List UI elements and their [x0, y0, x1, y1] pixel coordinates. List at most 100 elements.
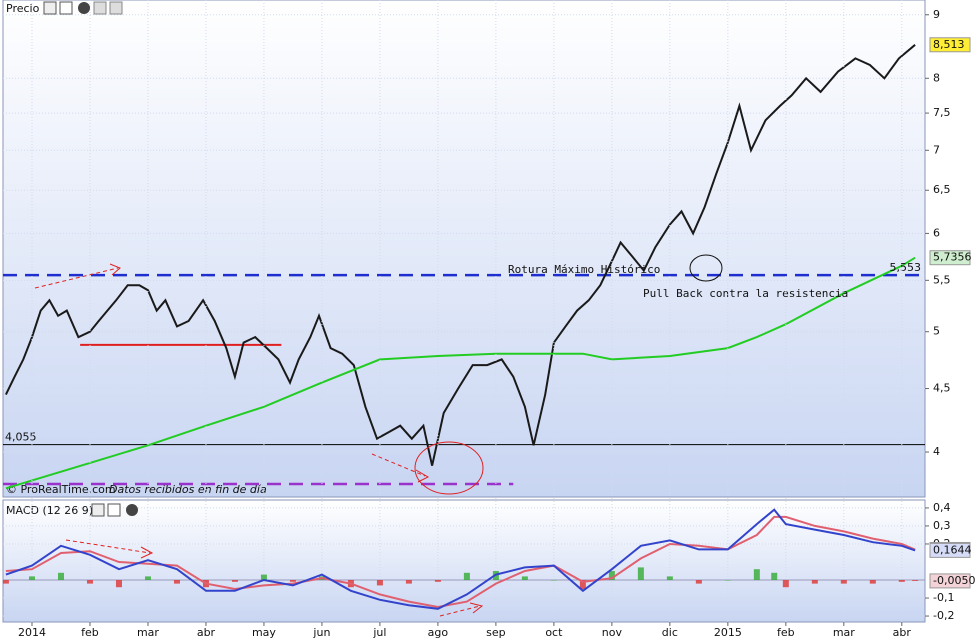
x-tick-label: abr [197, 626, 216, 639]
histogram-bar [811, 580, 818, 584]
histogram-bar [2, 580, 9, 584]
histogram-bar [28, 576, 35, 581]
icon[interactable] [109, 1, 123, 15]
histogram-bar [898, 580, 905, 582]
arrow [34, 267, 119, 289]
source: © ProRealTime.com [6, 483, 116, 496]
arrow-head [469, 602, 484, 614]
histogram-bar [289, 580, 296, 582]
arrow [65, 539, 151, 554]
histogram-bar [173, 580, 180, 584]
histogram-bar [579, 580, 586, 590]
marker-box [929, 250, 971, 266]
y-tick-label: -0,1 [933, 591, 954, 604]
y-tick-label: 4 [933, 445, 940, 458]
histogram-bar [86, 580, 93, 584]
annotation: Pull Back contra la resistencia [643, 287, 848, 300]
marker-box [929, 37, 971, 53]
icon[interactable] [93, 1, 107, 15]
marker-label: 4,055 [5, 431, 37, 444]
arrow-head [140, 546, 154, 559]
icon[interactable] [43, 1, 57, 15]
histogram-bar [434, 580, 441, 582]
pullback-circle [689, 254, 723, 282]
y-tick-label: 5,5 [933, 273, 951, 286]
y-tick-label: 0,3 [933, 519, 951, 532]
annotation: Rotura Máximo Histórico [508, 263, 660, 276]
marker-label: 5,7356 [933, 251, 972, 264]
y-tick-label: 9 [933, 8, 940, 21]
histogram-bar [405, 580, 412, 584]
series-line [5, 44, 916, 466]
histogram-bar [550, 580, 557, 581]
series-line [5, 256, 916, 490]
x-tick-label: jul [372, 626, 386, 639]
arrow [371, 453, 426, 477]
histogram-bar [260, 574, 267, 581]
x-tick-label: may [252, 626, 276, 639]
arrow-head [109, 263, 121, 276]
y-tick-label: -0,2 [933, 609, 954, 622]
panel-title: MACD (12 26 9) [6, 504, 93, 517]
x-tick-label: 2015 [714, 626, 742, 639]
y-tick-label: 0,4 [933, 501, 951, 514]
y-tick-label: 8 [933, 71, 940, 84]
marker-label: 0,1644 [933, 543, 972, 556]
histogram-bar [521, 576, 528, 581]
y-tick-label: 4,5 [933, 382, 951, 395]
y-tick-label: 5 [933, 325, 940, 338]
x-tick-label: mar [137, 626, 159, 639]
series-line [5, 508, 916, 610]
icon[interactable] [78, 2, 90, 14]
toolbar-icons [43, 1, 138, 517]
histogram-bar [753, 569, 760, 581]
histogram-bar [869, 580, 876, 584]
histogram-bar [637, 567, 644, 581]
marker-box [929, 542, 971, 558]
marker-box [929, 573, 971, 589]
panel-title: Precio [6, 2, 40, 15]
histogram-bar [771, 572, 778, 581]
histogram-bar [144, 576, 151, 581]
y-tick-label: 6,5 [933, 183, 951, 196]
histogram-bar [608, 571, 615, 581]
x-tick-label: nov [602, 626, 623, 639]
histogram-bar [695, 580, 702, 584]
marker-label: 5,553 [890, 261, 922, 274]
histogram-bar [666, 576, 673, 581]
x-tick-label: abr [893, 626, 912, 639]
x-tick-label: feb [81, 626, 99, 639]
histogram-bar [912, 580, 919, 581]
histogram-bar [57, 572, 64, 581]
histogram-bar [231, 580, 238, 582]
price-panel [2, 0, 926, 498]
histogram-bar [463, 572, 470, 581]
x-tick-label: ago [428, 626, 449, 639]
x-tick-label: oct [545, 626, 563, 639]
histogram-bar [115, 580, 122, 588]
histogram-bar [782, 580, 789, 588]
icon[interactable] [107, 503, 121, 517]
x-tick-label: mar [833, 626, 855, 639]
y-tick-label: 7 [933, 143, 940, 156]
icon[interactable] [59, 1, 73, 15]
icon[interactable] [91, 503, 105, 517]
marker-label: 8,513 [933, 38, 965, 51]
note: Datos recibidos en fin de día [109, 483, 267, 496]
low-circle [414, 441, 484, 495]
x-tick-label: sep [486, 626, 505, 639]
x-tick-label: 2014 [18, 626, 46, 639]
histogram-bar [724, 580, 731, 581]
histogram-bar [840, 580, 847, 584]
arrow-head [415, 469, 430, 483]
y-tick-label: 7,5 [933, 106, 951, 119]
x-tick-label: jun [312, 626, 330, 639]
x-tick-label: dic [662, 626, 678, 639]
icon[interactable] [126, 504, 138, 516]
x-tick-label: feb [777, 626, 795, 639]
arrows [34, 263, 484, 617]
histogram-bar [376, 580, 383, 586]
